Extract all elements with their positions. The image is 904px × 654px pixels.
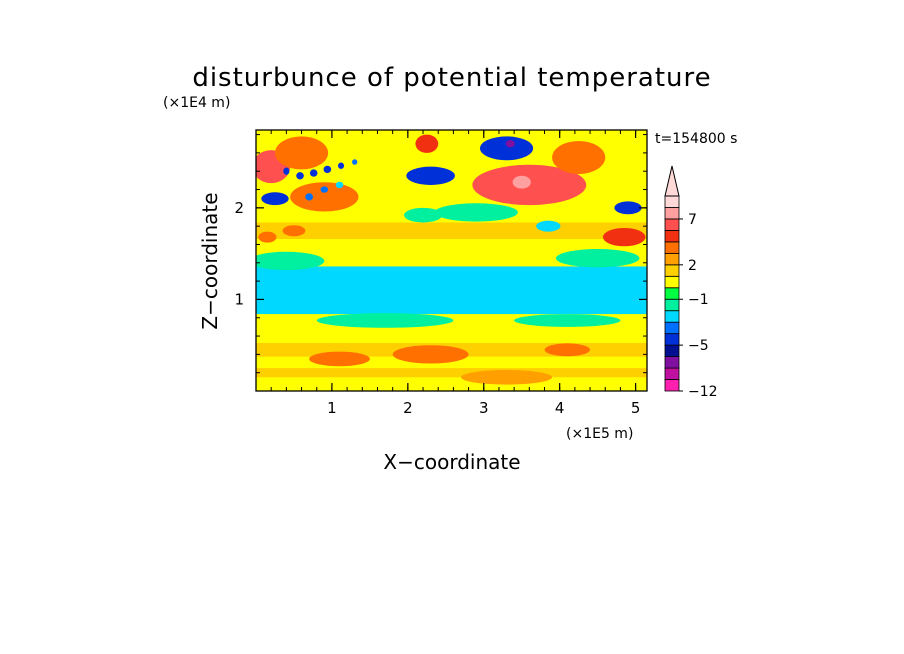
colorbar-swatch [664,298,680,312]
contour-region [555,249,640,268]
colorbar-swatch [664,310,680,323]
contour-region [415,134,439,153]
colorbar-label: −5 [688,338,709,354]
colorbar-swatch [664,275,680,289]
contour-region [256,251,325,271]
colorbar-swatch [664,252,680,266]
x-tick-label: 4 [555,399,565,417]
contour-region [505,140,515,148]
colorbar-swatch [664,218,680,231]
contour-band [256,368,647,378]
colorbar-label: 7 [688,212,697,228]
contour-region [261,192,289,206]
contour-region [406,166,455,185]
colorbar-swatch [664,287,680,300]
colorbar-swatch [664,264,680,277]
colorbar-swatch [664,367,680,380]
x-unit-label: (×1E5 m) [566,426,633,442]
contour-band [256,266,647,315]
contour-region [392,345,469,364]
contour-region [602,227,646,247]
contour-region [512,175,531,189]
contour-region [274,136,329,170]
contour-region [258,231,277,243]
x-tick-label: 2 [403,399,413,417]
plot-frame [255,129,648,392]
plot-area: 1 2 3 4 5 1 2 [234,129,648,417]
colorbar: −12−5−127 [664,165,718,400]
contour-region [404,207,443,223]
colorbar-swatch [664,333,680,346]
colorbar-swatch [664,379,680,392]
contour-region [335,181,344,189]
colorbar-swatch [664,195,680,208]
colorbar-swatch [664,356,680,369]
contour-region [544,343,591,357]
contour-region [434,203,518,222]
colorbar-label: 2 [688,258,697,274]
chart-title: disturbunce of potential temperature [192,63,711,93]
colorbar-extend-arrow [664,165,680,197]
x-tick-label: 3 [479,399,489,417]
contour-region [460,369,553,385]
x-axis-label: X−coordinate [383,450,520,474]
colorbar-label: −12 [688,384,718,400]
y-tick-label: 1 [234,290,244,308]
time-label: t=154800 s [655,131,737,147]
contour-band [256,222,647,239]
colorbar-swatch [664,321,680,335]
colorbar-swatch [664,230,680,243]
contour-region [305,193,313,201]
contour-region [309,169,318,177]
colorbar-swatch [664,241,680,254]
contour-features [256,134,647,385]
contour-region [309,351,370,367]
contour-region [352,159,358,165]
x-tick-label: 1 [327,399,337,417]
contour-region [614,201,642,215]
y-unit-label: (×1E4 m) [163,95,230,111]
colorbar-label: −1 [688,292,709,308]
axis-ticks: 1 2 3 4 5 1 2 [234,130,647,417]
contour-region [320,186,329,193]
colorbar-swatch [664,207,680,220]
contour-region [536,220,561,232]
contour-region [316,313,454,328]
y-tick-label: 2 [234,199,244,217]
colorbar-swatch [664,344,680,357]
contour-region [323,165,332,174]
contour-region [282,225,306,237]
contour-region [290,182,359,212]
contour-region [337,162,345,169]
contour-region [479,136,534,161]
contour-region [296,172,304,180]
y-axis-label: Z−coordinate [198,192,222,329]
contour-region [283,167,290,175]
contour-region [552,140,606,174]
contour-region [514,314,621,327]
x-tick-label: 5 [631,399,641,417]
